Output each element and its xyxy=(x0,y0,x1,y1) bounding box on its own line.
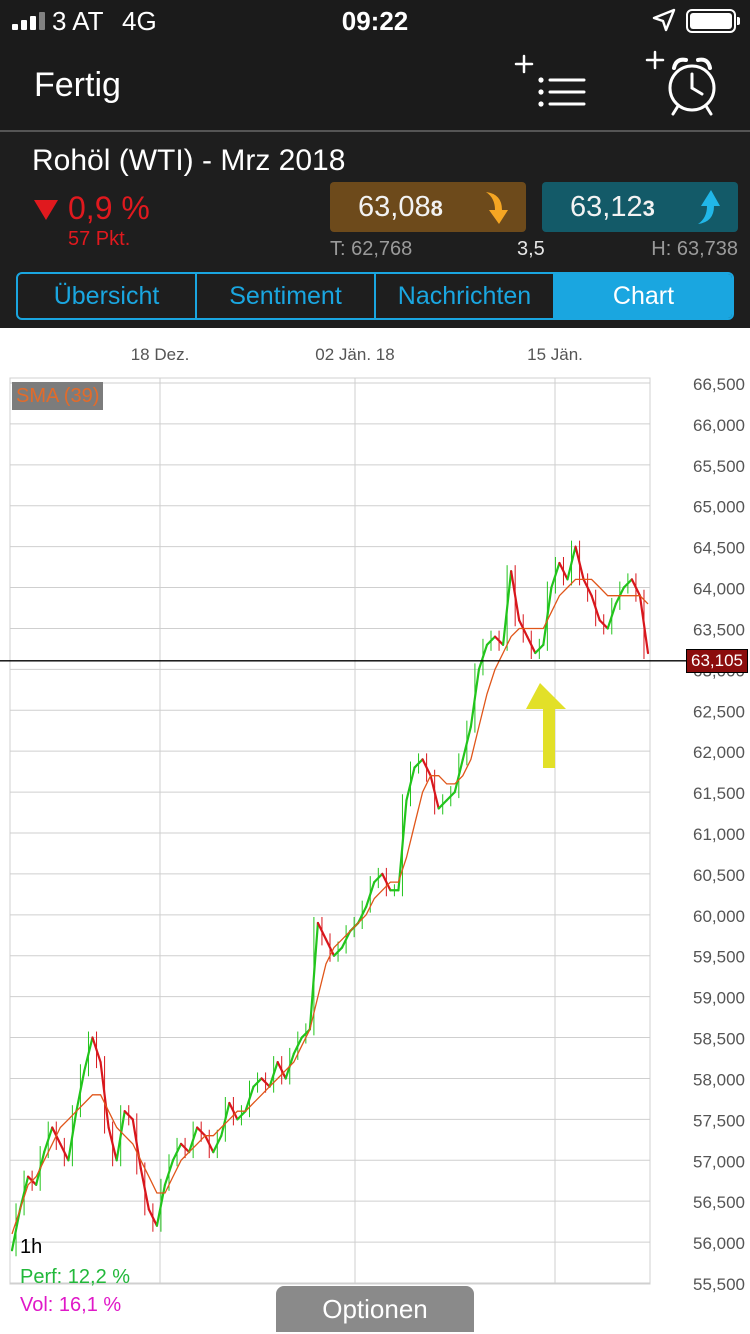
current-price-tag: 63,105 xyxy=(686,648,748,673)
sell-price-main: 63,08 xyxy=(358,191,431,223)
network-type: 4G xyxy=(122,6,157,36)
y-tick-label: 58,000 xyxy=(693,1070,745,1089)
sma-indicator-label[interactable]: SMA (39) xyxy=(12,382,104,410)
price-chart[interactable]: 66,500 66,000 65,500 65,000 64,500 64,000 63,5… xyxy=(0,328,750,1334)
sell-arrow-icon xyxy=(486,192,508,224)
y-tick-label: 55,500 xyxy=(693,1275,745,1294)
segment-tabs: Übersicht Sentiment Nachrichten Chart xyxy=(16,272,734,320)
buy-arrow-icon xyxy=(698,190,720,224)
y-tick-label: 60,500 xyxy=(693,866,745,885)
signal-strength-icon xyxy=(12,12,45,30)
y-tick-label: 59,000 xyxy=(693,989,745,1008)
y-tick-label: 64,000 xyxy=(693,580,745,599)
y-tick-label: 62,500 xyxy=(693,702,745,721)
y-tick-label: 66,000 xyxy=(693,416,745,435)
status-time: 09:22 xyxy=(341,6,409,36)
battery-icon xyxy=(686,9,740,33)
carrier-name: 3 AT xyxy=(52,6,104,36)
y-tick-label: 61,500 xyxy=(693,784,745,803)
y-tick-label: 59,500 xyxy=(693,948,745,967)
instrument-header: Rohöl (WTI) - Mrz 2018 0,9 % 57 Pkt. 63,… xyxy=(0,132,750,328)
navigation-bar: Fertig xyxy=(0,40,750,130)
y-tick-label: 63,500 xyxy=(693,620,745,639)
y-tick-label: 56,500 xyxy=(693,1193,745,1212)
plot-frame xyxy=(9,377,651,1285)
timeframe-label[interactable]: 1h xyxy=(20,1236,43,1258)
y-tick-label: 64,500 xyxy=(693,539,745,558)
buy-price-main: 63,12 xyxy=(570,191,643,223)
day-low: T: 62,768 xyxy=(330,238,413,260)
tab-sentiment[interactable]: Sentiment xyxy=(197,274,376,318)
header-divider xyxy=(0,130,750,132)
sell-price-last-digit: 8 xyxy=(430,196,443,221)
y-tick-label: 65,000 xyxy=(693,498,745,517)
add-watchlist-icon[interactable] xyxy=(512,52,592,118)
yellow-arrow-icon xyxy=(526,683,566,768)
tab-news[interactable]: Nachrichten xyxy=(376,274,555,318)
y-tick-label: 57,500 xyxy=(693,1111,745,1130)
day-high: H: 63,738 xyxy=(651,238,738,260)
chart-canvas[interactable]: 66,500 66,000 65,500 65,000 64,500 64,000 63,5… xyxy=(0,328,750,1334)
add-alarm-icon[interactable] xyxy=(640,48,724,122)
y-tick-label: 58,500 xyxy=(693,1030,745,1049)
y-tick-label: 56,000 xyxy=(693,1234,745,1253)
sell-price: 63,088 xyxy=(358,191,443,224)
buy-price: 63,123 xyxy=(570,191,655,224)
change-percent: 0,9 % xyxy=(68,190,150,226)
performance-label: Perf: 12,2 % xyxy=(20,1266,131,1288)
y-tick-label: 60,000 xyxy=(693,907,745,926)
done-button[interactable]: Fertig xyxy=(34,66,121,104)
tab-overview[interactable]: Übersicht xyxy=(18,274,197,318)
instrument-title: Rohöl (WTI) - Mrz 2018 xyxy=(32,144,346,177)
buy-price-button[interactable]: 63,123 xyxy=(542,182,738,232)
sma-line xyxy=(11,578,649,1235)
status-bar: 3 AT 4G 09:22 xyxy=(0,0,750,40)
options-button[interactable]: Optionen xyxy=(276,1286,474,1332)
spread-value: 3,5 xyxy=(517,238,545,260)
y-tick-label: 66,500 xyxy=(693,375,745,394)
location-arrow-icon xyxy=(652,8,676,32)
x-tick-label: 18 Dez. xyxy=(131,345,190,364)
y-tick-label: 61,000 xyxy=(693,825,745,844)
x-tick-label: 02 Jän. 18 xyxy=(315,345,394,364)
tab-chart[interactable]: Chart xyxy=(555,274,732,318)
y-tick-label: 62,000 xyxy=(693,743,745,762)
y-tick-label: 57,000 xyxy=(693,1152,745,1171)
change-points: 57 Pkt. xyxy=(68,228,131,250)
buy-price-last-digit: 3 xyxy=(642,196,655,221)
down-triangle-icon xyxy=(34,200,58,220)
y-tick-label: 65,500 xyxy=(693,457,745,476)
x-tick-label: 15 Jän. xyxy=(527,345,583,364)
volatility-label: Vol: 16,1 % xyxy=(20,1294,122,1316)
sell-price-button[interactable]: 63,088 xyxy=(330,182,526,232)
